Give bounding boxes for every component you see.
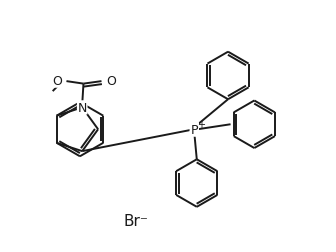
Text: N: N [78, 102, 87, 114]
Text: O: O [106, 75, 116, 88]
Text: +: + [197, 119, 205, 129]
Text: Br⁻: Br⁻ [123, 213, 148, 228]
Text: O: O [52, 75, 62, 88]
Text: P: P [191, 123, 198, 136]
